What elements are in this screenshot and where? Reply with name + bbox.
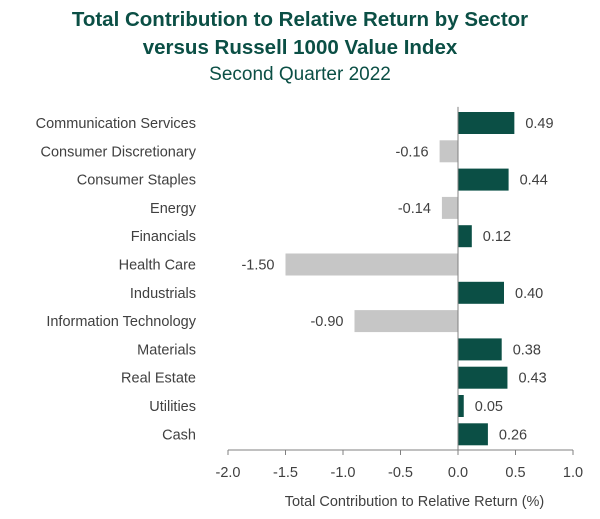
value-label-materials: 0.38 xyxy=(513,342,541,358)
value-label-energy: -0.14 xyxy=(398,201,431,217)
bar-financials xyxy=(458,225,472,248)
bar-consumer-staples xyxy=(458,168,509,191)
value-label-communication-services: 0.49 xyxy=(525,116,553,132)
category-label-cash: Cash xyxy=(162,427,196,443)
chart-subtitle: Second Quarter 2022 xyxy=(209,64,391,85)
value-label-financials: 0.12 xyxy=(483,229,511,245)
bars-group xyxy=(285,112,515,446)
category-label-industrials: Industrials xyxy=(130,286,196,302)
category-label-consumer-staples: Consumer Staples xyxy=(77,173,196,189)
chart-title-line-1: Total Contribution to Relative Return by… xyxy=(71,8,529,31)
category-labels-group: Communication Services Consumer Discretio… xyxy=(36,116,197,443)
bar-cash xyxy=(458,423,488,446)
category-label-information-technology: Information Technology xyxy=(46,314,196,330)
x-tick-label: 0.5 xyxy=(505,465,525,481)
value-label-information-technology: -0.90 xyxy=(310,314,343,330)
category-label-consumer-discretionary: Consumer Discretionary xyxy=(40,144,196,160)
category-label-real-estate: Real Estate xyxy=(121,371,196,387)
value-labels-group: 0.49 -0.16 0.44 -0.14 0.12 -1.50 0.40 -0.90 0.38… xyxy=(241,116,553,443)
bar-consumer-discretionary xyxy=(439,140,458,163)
category-label-energy: Energy xyxy=(150,201,197,217)
category-label-utilities: Utilities xyxy=(149,399,196,415)
value-label-cash: 0.26 xyxy=(499,427,527,443)
x-tick-label: -1.5 xyxy=(273,465,298,481)
x-tick-label: 1.0 xyxy=(563,465,583,481)
value-label-health-care: -1.50 xyxy=(241,258,274,274)
x-tick-label: -1.0 xyxy=(331,465,356,481)
value-label-industrials: 0.40 xyxy=(515,286,543,302)
category-label-materials: Materials xyxy=(137,342,196,358)
x-tick-label: -2.0 xyxy=(216,465,241,481)
bar-communication-services xyxy=(458,112,515,134)
bar-information-technology xyxy=(354,310,458,333)
x-tick-label: -0.5 xyxy=(388,465,413,481)
bar-energy xyxy=(441,196,458,219)
category-label-communication-services: Communication Services xyxy=(36,116,196,132)
bar-materials xyxy=(458,338,502,361)
value-label-consumer-discretionary: -0.16 xyxy=(396,144,429,160)
value-label-consumer-staples: 0.44 xyxy=(520,173,548,189)
chart-title-line-2: versus Russell 1000 Value Index xyxy=(142,36,458,59)
x-tick-label: 0.0 xyxy=(448,465,468,481)
bar-health-care xyxy=(285,253,458,276)
category-label-health-care: Health Care xyxy=(119,258,196,274)
x-axis-title: Total Contribution to Relative Return (%… xyxy=(285,494,545,510)
bar-real-estate xyxy=(458,366,508,389)
category-label-financials: Financials xyxy=(131,229,196,245)
value-label-real-estate: 0.43 xyxy=(518,371,546,387)
bar-industrials xyxy=(458,281,504,304)
value-label-utilities: 0.05 xyxy=(475,399,503,415)
bar-utilities xyxy=(458,395,464,417)
chart-title-block: Total Contribution to Relative Return by… xyxy=(0,6,600,88)
x-axis: -2.0 -1.5 -1.0 -0.5 0.0 0.5 1.0 xyxy=(216,106,583,481)
